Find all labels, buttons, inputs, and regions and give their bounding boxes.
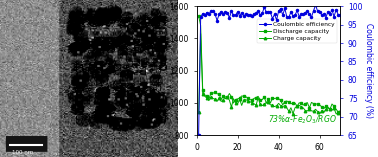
Charge capacity <box>231 98 236 100</box>
Discharge capacity <box>196 15 201 17</box>
Charge capacity <box>276 102 281 104</box>
Charge capacity <box>196 111 201 113</box>
Text: 73%α-Fe$_2$O$_3$/RGO: 73%α-Fe$_2$O$_3$/RGO <box>268 113 337 126</box>
Coulombic efficiency <box>274 19 279 21</box>
Y-axis label: Specific capacity (mAh g$^{-1}$): Specific capacity (mAh g$^{-1}$) <box>152 17 167 124</box>
Coulombic efficiency <box>196 134 201 136</box>
Legend: Coulombic efficiency, Discharge capacity, Charge capacity: Coulombic efficiency, Discharge capacity… <box>257 19 337 43</box>
Discharge capacity <box>229 96 234 98</box>
Charge capacity <box>217 97 222 99</box>
Discharge capacity <box>215 93 219 95</box>
Y-axis label: Coulombic efficiency (%): Coulombic efficiency (%) <box>364 23 373 118</box>
Discharge capacity <box>318 104 322 106</box>
Coulombic efficiency <box>229 10 234 12</box>
Charge capacity <box>198 33 203 35</box>
Charge capacity <box>338 111 342 113</box>
Discharge capacity <box>338 110 342 112</box>
Coulombic efficiency <box>338 14 342 16</box>
Coulombic efficiency <box>313 4 318 6</box>
Discharge capacity <box>274 97 279 99</box>
Coulombic efficiency <box>215 20 219 22</box>
Line: Discharge capacity: Discharge capacity <box>197 15 341 113</box>
Line: Coulombic efficiency: Coulombic efficiency <box>198 4 341 136</box>
Charge capacity <box>242 99 246 101</box>
Charge capacity <box>322 111 326 113</box>
Discharge capacity <box>239 95 244 97</box>
Discharge capacity <box>336 111 341 113</box>
Line: Charge capacity: Charge capacity <box>197 32 341 115</box>
Coulombic efficiency <box>319 14 324 16</box>
Charge capacity <box>318 113 322 115</box>
Discharge capacity <box>315 103 320 105</box>
Coulombic efficiency <box>318 11 322 13</box>
Text: 100 nm: 100 nm <box>12 150 34 155</box>
Coulombic efficiency <box>239 12 244 14</box>
Charge capacity <box>258 103 262 105</box>
